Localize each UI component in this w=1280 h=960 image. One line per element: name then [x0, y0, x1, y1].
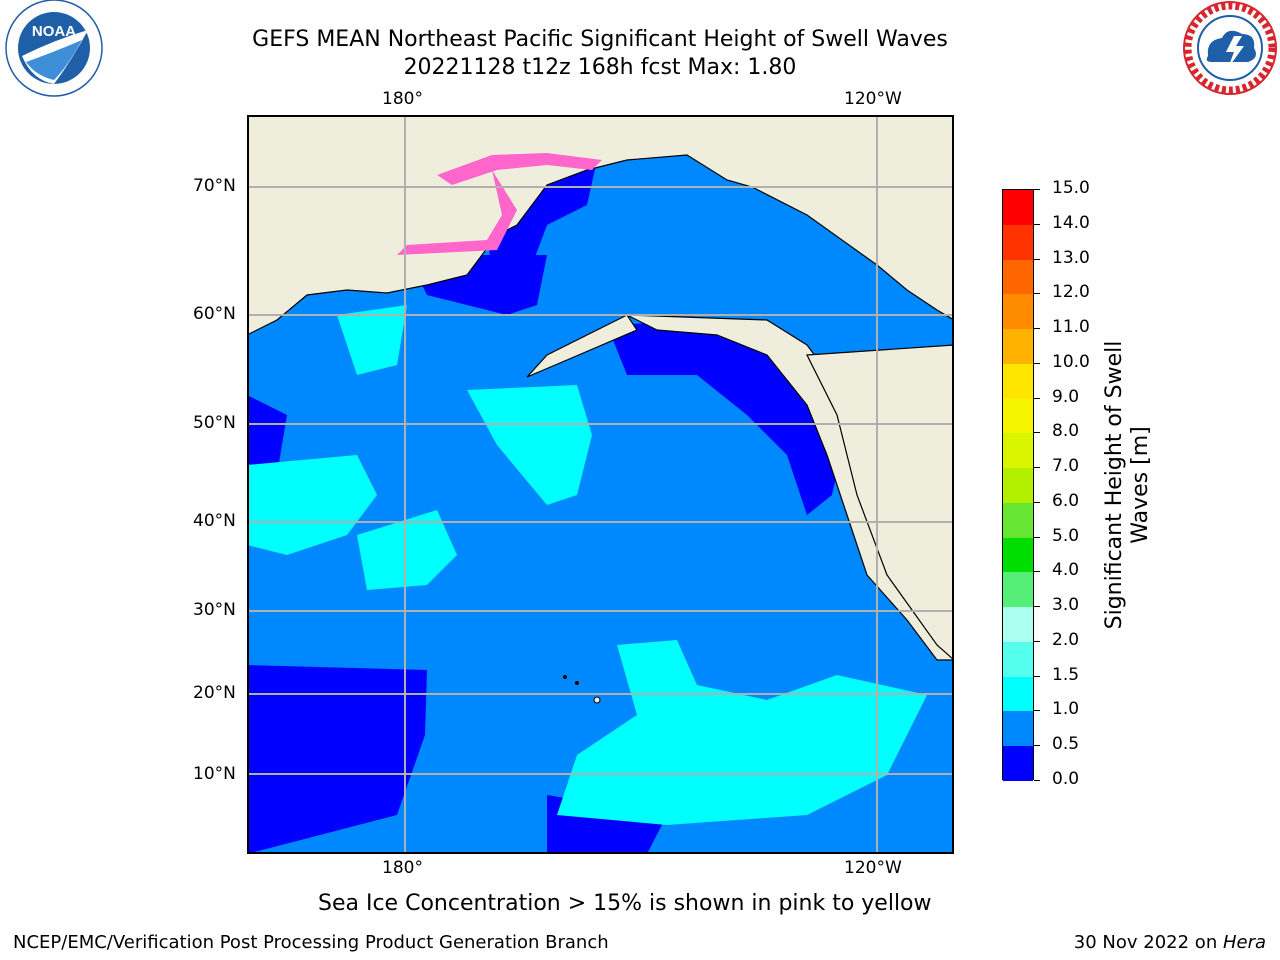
- lon-tick-top-180: 180°: [382, 89, 423, 109]
- colorbar-tick-mark: [1034, 780, 1040, 781]
- footer-date-text: 30 Nov 2022 on: [1073, 932, 1223, 953]
- colorbar-segment: [1003, 294, 1033, 330]
- colorbar-segment: [1003, 572, 1033, 608]
- colorbar-tick-label: 7.0: [1052, 456, 1080, 477]
- colorbar-segment: [1003, 190, 1033, 226]
- colorbar-tick-label: 6.0: [1052, 490, 1080, 511]
- lat-tick-60n: 60°N: [193, 304, 236, 324]
- colorbar-segment: [1003, 329, 1033, 365]
- colorbar-tick-mark: [1034, 397, 1040, 399]
- nws-logo: [1178, 0, 1280, 104]
- colorbar-tick-mark: [1034, 223, 1040, 225]
- colorbar-segment: [1003, 433, 1033, 469]
- footer-credit: NCEP/EMC/Verification Post Processing Pr…: [13, 932, 609, 953]
- noaa-logo: NOAA: [2, 0, 106, 104]
- chart-title: GEFS MEAN Northeast Pacific Significant …: [252, 27, 948, 52]
- colorbar-tick-label: 3.0: [1052, 595, 1080, 616]
- sea-ice-caption: Sea Ice Concentration > 15% is shown in …: [318, 891, 932, 916]
- footer-date: 30 Nov 2022 on Hera: [1074, 932, 1266, 953]
- map-panel: [246, 114, 955, 854]
- colorbar-tick-label: 12.0: [1052, 282, 1090, 303]
- colorbar-tick-label: 4.0: [1052, 560, 1080, 581]
- colorbar-segment: [1003, 746, 1033, 782]
- lat-tick-40n: 40°N: [193, 511, 236, 531]
- colorbar-tick-mark: [1034, 675, 1040, 677]
- colorbar-segment: [1003, 363, 1033, 400]
- colorbar-tick-mark: [1034, 571, 1040, 573]
- lon-tick-bottom-120w: 120°W: [844, 858, 902, 878]
- colorbar-tick-label: 1.0: [1052, 699, 1080, 720]
- colorbar-tick-mark: [1034, 293, 1040, 295]
- colorbar-tick-mark: [1034, 189, 1040, 190]
- noaa-logo-text: NOAA: [32, 23, 76, 40]
- colorbar-tick-label: 11.0: [1052, 317, 1090, 338]
- colorbar-tick-label: 0.0: [1052, 769, 1080, 789]
- colorbar-title-line2: Waves [m]: [1128, 426, 1153, 544]
- colorbar-tick-label: 13.0: [1052, 247, 1090, 268]
- colorbar-tick-mark: [1034, 432, 1040, 434]
- lon-tick-bottom-180: 180°: [382, 858, 423, 878]
- lat-tick-70n: 70°N: [193, 176, 236, 196]
- colorbar-segment: [1003, 398, 1033, 434]
- colorbar-tick-label: 5.0: [1052, 525, 1080, 546]
- colorbar-tick-label: 9.0: [1052, 386, 1080, 407]
- colorbar-segment: [1003, 676, 1033, 712]
- colorbar-segment: [1003, 259, 1033, 295]
- lat-tick-30n: 30°N: [193, 600, 236, 620]
- colorbar-tick-mark: [1034, 362, 1040, 364]
- colorbar-tick-label: 2.0: [1052, 629, 1080, 650]
- colorbar: [1002, 189, 1034, 782]
- footer-machine: Hera: [1222, 932, 1266, 953]
- colorbar-segment: [1003, 607, 1033, 643]
- colorbar-tick-mark: [1034, 710, 1040, 712]
- colorbar-segment: [1003, 641, 1033, 678]
- colorbar-tick-label: 0.5: [1052, 734, 1080, 755]
- colorbar-segment: [1003, 468, 1033, 504]
- colorbar-tick-mark: [1034, 536, 1040, 538]
- lon-tick-top-120w: 120°W: [844, 89, 902, 109]
- chart-subtitle: 20221128 t12z 168h fcst Max: 1.80: [403, 55, 797, 80]
- colorbar-tick-label: 14.0: [1052, 212, 1090, 233]
- colorbar-tick-label: 10.0: [1052, 351, 1090, 372]
- colorbar-tick-mark: [1034, 606, 1040, 608]
- lat-tick-20n: 20°N: [193, 683, 236, 703]
- colorbar-tick-mark: [1034, 258, 1040, 260]
- colorbar-segment: [1003, 537, 1033, 573]
- lat-tick-50n: 50°N: [193, 413, 236, 433]
- colorbar-title-line1: Significant Height of Swell: [1102, 340, 1127, 630]
- colorbar-tick-label: 1.5: [1052, 664, 1080, 685]
- colorbar-tick-label: 15.0: [1052, 178, 1090, 198]
- colorbar-tick-mark: [1034, 328, 1040, 330]
- colorbar-tick-mark: [1034, 745, 1040, 747]
- lat-tick-10n: 10°N: [193, 764, 236, 784]
- colorbar-segment: [1003, 711, 1033, 747]
- colorbar-segment: [1003, 502, 1033, 539]
- colorbar-tick-mark: [1034, 467, 1040, 469]
- colorbar-tick-mark: [1034, 640, 1040, 642]
- colorbar-tick-mark: [1034, 501, 1040, 503]
- colorbar-title: Significant Height of Swell Waves [m]: [1102, 325, 1154, 645]
- colorbar-tick-label: 8.0: [1052, 421, 1080, 442]
- colorbar-segment: [1003, 224, 1033, 260]
